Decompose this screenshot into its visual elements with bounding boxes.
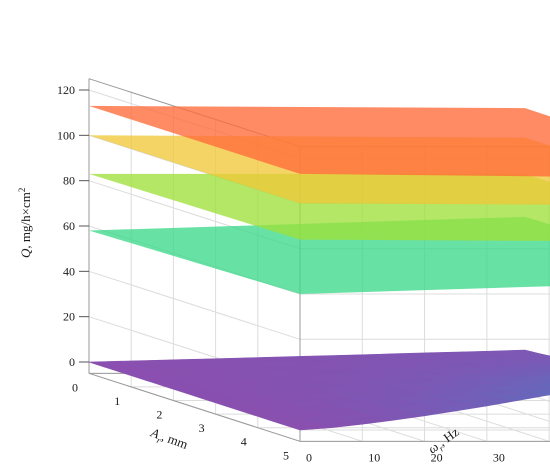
y-tick-label: 0 — [306, 450, 312, 464]
x-tick-label: 2 — [156, 408, 162, 422]
x-axis-title: Ar, mm — [147, 424, 190, 454]
surface-patch — [536, 377, 550, 382]
surface-patch — [89, 105, 550, 177]
y-tick-label: 10 — [368, 450, 380, 464]
surface-plane — [89, 105, 550, 177]
x-tick-label: 5 — [283, 448, 289, 462]
z-tick-label: 80 — [63, 174, 75, 188]
z-axis-symbol: Q — [18, 248, 33, 258]
z-tick-label: 0 — [69, 355, 75, 369]
x-axis-subscript: r — [155, 435, 162, 446]
surface-patch — [503, 385, 550, 393]
surface-patch — [535, 383, 550, 388]
surface-patch — [534, 390, 550, 396]
surface-patch — [538, 366, 550, 370]
z-tick-label: 20 — [63, 310, 75, 324]
surface-curved — [88, 349, 550, 431]
z-tick-label: 60 — [63, 219, 75, 233]
axis-edge — [88, 372, 301, 442]
surface-patch — [539, 360, 550, 364]
x-tick-label: 0 — [72, 380, 78, 394]
x-axis-unit: , mm — [160, 429, 190, 452]
surface-patch — [504, 379, 550, 385]
x-tick-label: 4 — [241, 435, 247, 449]
surface-patch — [521, 369, 550, 374]
z-tick-label: 40 — [63, 264, 75, 278]
surface-patch — [506, 367, 550, 372]
x-tick-label: 3 — [199, 421, 205, 435]
surface-patch — [508, 353, 550, 359]
z-axis-superscript: 2 — [17, 188, 27, 193]
x-tick-label: 1 — [114, 394, 120, 408]
surface-patch — [505, 373, 550, 379]
surface-patch — [523, 356, 550, 362]
y-tick-label: 20 — [431, 450, 443, 464]
surfaces — [88, 105, 550, 431]
y-tick-label: 30 — [493, 450, 505, 464]
surface-patch — [520, 374, 550, 380]
tick-labels: 020406080100120012345010203040506070 — [57, 83, 505, 464]
z-tick-label: 120 — [57, 83, 75, 97]
z-axis-title: Q, mg/h×cm2 — [17, 188, 33, 258]
y-axis-subscript: r — [437, 443, 446, 453]
surface-patch — [537, 372, 550, 376]
z-axis-unit: , mg/h×cm — [18, 192, 33, 248]
z-tick-label: 100 — [57, 128, 75, 142]
surface-patch — [522, 363, 550, 368]
